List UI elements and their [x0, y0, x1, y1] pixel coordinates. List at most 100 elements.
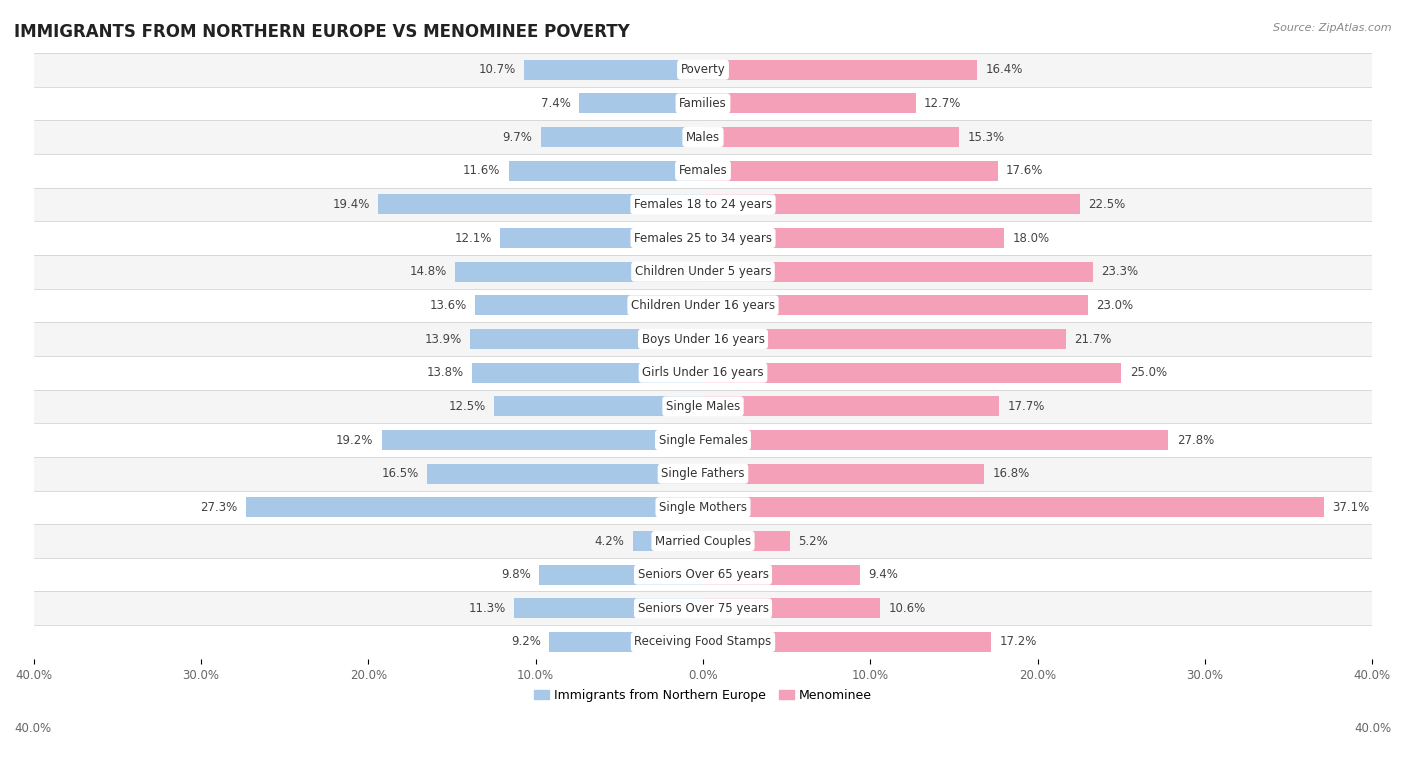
Text: Females 25 to 34 years: Females 25 to 34 years	[634, 231, 772, 245]
Bar	[34, 525, 1372, 558]
Text: Source: ZipAtlas.com: Source: ZipAtlas.com	[1274, 23, 1392, 33]
Bar	[703, 565, 860, 584]
Text: Males: Males	[686, 130, 720, 143]
Text: Seniors Over 65 years: Seniors Over 65 years	[637, 568, 769, 581]
Text: 16.4%: 16.4%	[986, 63, 1024, 77]
Bar	[34, 457, 1372, 490]
Text: Single Females: Single Females	[658, 434, 748, 446]
Text: 9.7%: 9.7%	[502, 130, 533, 143]
Text: 12.5%: 12.5%	[449, 400, 485, 413]
Text: 11.3%: 11.3%	[468, 602, 506, 615]
Text: 5.2%: 5.2%	[799, 534, 828, 547]
Text: Married Couples: Married Couples	[655, 534, 751, 547]
Text: 19.4%: 19.4%	[333, 198, 370, 211]
Bar	[703, 127, 959, 147]
Text: 4.2%: 4.2%	[595, 534, 624, 547]
Text: 16.8%: 16.8%	[993, 467, 1029, 480]
Text: 7.4%: 7.4%	[541, 97, 571, 110]
Bar	[34, 289, 1372, 322]
Text: 15.3%: 15.3%	[967, 130, 1004, 143]
Text: 25.0%: 25.0%	[1130, 366, 1167, 379]
Text: 10.7%: 10.7%	[478, 63, 516, 77]
Text: Females: Females	[679, 164, 727, 177]
Bar	[703, 396, 1000, 416]
Text: 13.6%: 13.6%	[430, 299, 467, 312]
Text: 40.0%: 40.0%	[14, 722, 51, 735]
Bar	[34, 121, 1372, 154]
Text: 9.4%: 9.4%	[869, 568, 898, 581]
Text: 9.2%: 9.2%	[510, 635, 541, 649]
Bar	[34, 154, 1372, 187]
Text: 40.0%: 40.0%	[1355, 722, 1392, 735]
Bar	[509, 161, 703, 181]
Text: 27.8%: 27.8%	[1177, 434, 1213, 446]
Text: 22.5%: 22.5%	[1088, 198, 1125, 211]
Bar	[456, 262, 703, 282]
Legend: Immigrants from Northern Europe, Menominee: Immigrants from Northern Europe, Menomin…	[529, 684, 877, 707]
Text: Girls Under 16 years: Girls Under 16 years	[643, 366, 763, 379]
Bar	[703, 531, 790, 551]
Bar	[538, 565, 703, 584]
Text: IMMIGRANTS FROM NORTHERN EUROPE VS MENOMINEE POVERTY: IMMIGRANTS FROM NORTHERN EUROPE VS MENOM…	[14, 23, 630, 41]
Text: Poverty: Poverty	[681, 63, 725, 77]
Text: Receiving Food Stamps: Receiving Food Stamps	[634, 635, 772, 649]
Text: 14.8%: 14.8%	[409, 265, 447, 278]
Bar	[34, 558, 1372, 591]
Bar	[34, 255, 1372, 289]
Bar	[633, 531, 703, 551]
Text: 17.2%: 17.2%	[1000, 635, 1036, 649]
Bar	[246, 497, 703, 518]
Bar	[579, 93, 703, 114]
Text: Single Fathers: Single Fathers	[661, 467, 745, 480]
Text: 21.7%: 21.7%	[1074, 333, 1112, 346]
Bar	[703, 161, 997, 181]
Text: 12.7%: 12.7%	[924, 97, 962, 110]
Bar	[703, 60, 977, 80]
Bar	[703, 194, 1080, 215]
Bar	[513, 598, 703, 619]
Text: 17.6%: 17.6%	[1005, 164, 1043, 177]
Bar	[381, 430, 703, 450]
Bar	[548, 632, 703, 652]
Bar	[34, 591, 1372, 625]
Text: Seniors Over 75 years: Seniors Over 75 years	[637, 602, 769, 615]
Bar	[501, 228, 703, 248]
Bar	[427, 464, 703, 484]
Text: 13.9%: 13.9%	[425, 333, 463, 346]
Bar	[34, 322, 1372, 356]
Bar	[34, 625, 1372, 659]
Bar	[541, 127, 703, 147]
Bar	[34, 221, 1372, 255]
Bar	[34, 390, 1372, 423]
Text: 11.6%: 11.6%	[463, 164, 501, 177]
Bar	[703, 228, 1004, 248]
Text: 19.2%: 19.2%	[336, 434, 374, 446]
Bar	[703, 464, 984, 484]
Bar	[703, 430, 1168, 450]
Bar	[34, 490, 1372, 525]
Text: Single Mothers: Single Mothers	[659, 501, 747, 514]
Bar	[524, 60, 703, 80]
Text: Families: Families	[679, 97, 727, 110]
Text: 23.0%: 23.0%	[1097, 299, 1133, 312]
Text: 17.7%: 17.7%	[1008, 400, 1045, 413]
Bar	[378, 194, 703, 215]
Bar	[703, 598, 880, 619]
Bar	[34, 187, 1372, 221]
Bar	[34, 86, 1372, 121]
Text: 10.6%: 10.6%	[889, 602, 927, 615]
Text: 13.8%: 13.8%	[426, 366, 464, 379]
Bar	[475, 296, 703, 315]
Text: Boys Under 16 years: Boys Under 16 years	[641, 333, 765, 346]
Text: 37.1%: 37.1%	[1333, 501, 1369, 514]
Text: 23.3%: 23.3%	[1101, 265, 1139, 278]
Bar	[472, 362, 703, 383]
Text: 16.5%: 16.5%	[381, 467, 419, 480]
Bar	[494, 396, 703, 416]
Bar	[471, 329, 703, 349]
Text: 12.1%: 12.1%	[454, 231, 492, 245]
Text: Children Under 16 years: Children Under 16 years	[631, 299, 775, 312]
Bar	[703, 329, 1066, 349]
Text: 27.3%: 27.3%	[201, 501, 238, 514]
Bar	[703, 497, 1324, 518]
